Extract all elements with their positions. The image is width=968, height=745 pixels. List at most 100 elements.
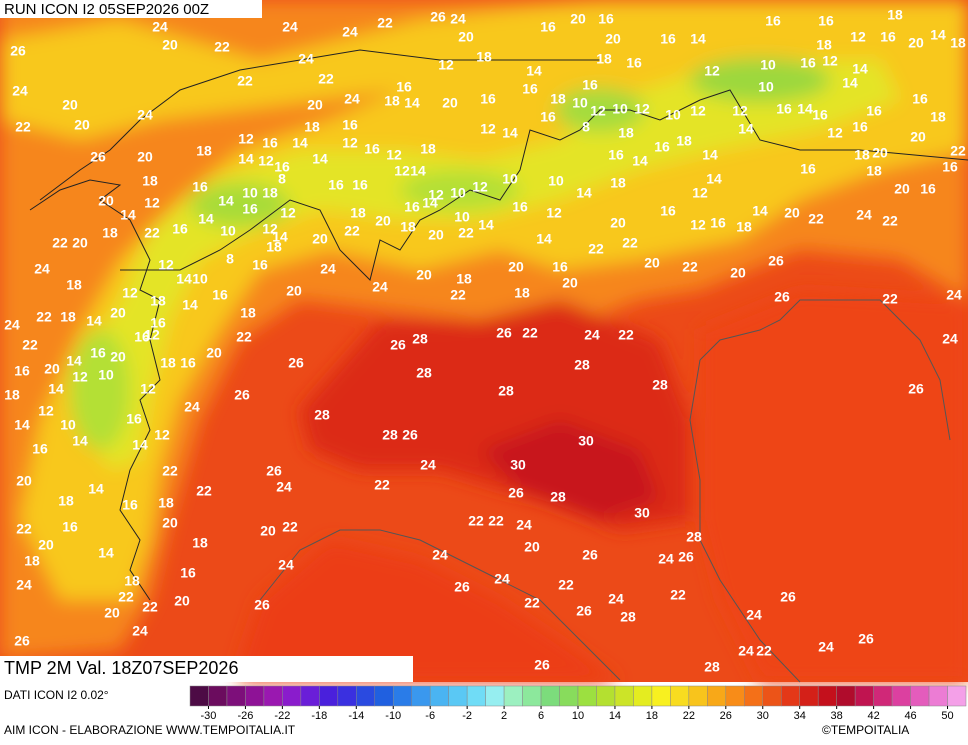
temperature-label: 16 xyxy=(404,199,420,215)
temperature-label: 8 xyxy=(278,171,286,187)
temperature-label: 16 xyxy=(540,19,556,35)
temperature-label: 12 xyxy=(140,381,156,397)
temperature-label: 18 xyxy=(816,37,832,53)
temperature-label: 16 xyxy=(480,91,496,107)
temperature-label: 16 xyxy=(866,103,882,119)
temperature-label: 20 xyxy=(644,255,660,271)
temperature-label: 26 xyxy=(90,149,106,165)
colorbar-tick-label: -30 xyxy=(201,710,217,722)
temperature-label: 26 xyxy=(430,9,446,25)
temperature-label: 14 xyxy=(14,417,30,433)
temperature-label: 24 xyxy=(137,107,153,123)
color-swatch xyxy=(707,685,727,707)
temperature-label: 14 xyxy=(536,231,552,247)
temperature-label: 18 xyxy=(476,49,492,65)
temperature-label: 16 xyxy=(552,259,568,275)
temperature-label: 22 xyxy=(214,39,230,55)
temperature-label: 22 xyxy=(162,463,178,479)
source-text: DATI ICON I2 0.02° xyxy=(4,688,109,702)
temperature-label: 16 xyxy=(920,181,936,197)
temperature-label: 22 xyxy=(318,71,334,87)
temperature-label: 24 xyxy=(4,317,20,333)
temperature-label: 16 xyxy=(852,119,868,135)
temperature-label: 14 xyxy=(852,61,868,77)
color-swatch xyxy=(374,685,394,707)
temperature-label: 18 xyxy=(24,553,40,569)
temperature-label: 16 xyxy=(212,287,228,303)
temperature-label: 24 xyxy=(16,577,32,593)
color-swatch xyxy=(226,685,246,707)
temperature-label: 16 xyxy=(818,13,834,29)
temperature-label: 14 xyxy=(576,185,592,201)
temperature-label: 10 xyxy=(454,209,470,225)
temperature-label: 20 xyxy=(98,193,114,209)
temperature-label: 18 xyxy=(596,51,612,67)
color-swatch xyxy=(448,685,468,707)
temperature-label: 12 xyxy=(704,63,720,79)
color-swatch xyxy=(319,685,339,707)
temperature-label: 16 xyxy=(626,55,642,71)
temperature-label: 26 xyxy=(582,547,598,563)
temperature-label: 16 xyxy=(660,31,676,47)
temperature-label: 24 xyxy=(278,557,294,573)
colorbar-tick-label: 2 xyxy=(501,710,507,722)
temperature-label: 18 xyxy=(196,143,212,159)
color-swatch xyxy=(910,685,930,707)
temperature-label: 24 xyxy=(494,571,510,587)
temperature-label: 12 xyxy=(154,427,170,443)
temperature-label: 24 xyxy=(152,19,168,35)
temperature-label: 16 xyxy=(812,107,828,123)
temperature-label: 16 xyxy=(710,215,726,231)
temperature-label: 14 xyxy=(410,163,426,179)
temperature-label: 14 xyxy=(48,381,64,397)
colorbar-tick-label: 14 xyxy=(609,710,621,722)
temperature-label: 20 xyxy=(730,265,746,281)
temperature-label: 8 xyxy=(226,251,234,267)
temperature-label: 20 xyxy=(260,523,276,539)
temperature-label: 26 xyxy=(678,549,694,565)
colorbar: -30 -26 -22 -18 -14 -10 -6 -2 2 6 10 14 18 22 26 30 34 38… xyxy=(189,685,967,722)
temperature-label: 24 xyxy=(12,83,28,99)
copyright-text: ©TEMPOITALIA xyxy=(822,723,909,737)
color-swatch xyxy=(762,685,782,707)
temperature-label: 18 xyxy=(618,125,634,141)
temperature-label: 18 xyxy=(854,147,870,163)
temperature-label: 20 xyxy=(162,37,178,53)
temperature-label: 18 xyxy=(304,119,320,135)
temperature-label: 24 xyxy=(818,639,834,655)
temperature-label: 26 xyxy=(234,387,250,403)
temperature-label: 20 xyxy=(62,97,78,113)
temperature-label: 18 xyxy=(420,141,436,157)
temperature-label: 16 xyxy=(62,519,78,535)
colorbar-tick-label: 26 xyxy=(720,710,732,722)
temperature-label: 24 xyxy=(608,591,624,607)
temperature-label: 22 xyxy=(52,235,68,251)
temperature-label: 12 xyxy=(262,221,278,237)
credit-text: AIM ICON - ELABORAZIONE WWW.TEMPOITALIA.… xyxy=(4,723,296,737)
temperature-label: 24 xyxy=(738,643,754,659)
temperature-label: 20 xyxy=(524,539,540,555)
temperature-label: 22 xyxy=(682,259,698,275)
color-swatch xyxy=(744,685,764,707)
color-swatch xyxy=(799,685,819,707)
color-swatch xyxy=(891,685,911,707)
temperature-label: 26 xyxy=(496,325,512,341)
color-swatch xyxy=(651,685,671,707)
temperature-label: 20 xyxy=(307,97,323,113)
colorbar-tick-label: -14 xyxy=(348,710,364,722)
temperature-label: 14 xyxy=(702,147,718,163)
color-swatch xyxy=(208,685,228,707)
temperature-label: 12 xyxy=(386,147,402,163)
temperature-label: 16 xyxy=(364,141,380,157)
color-swatch xyxy=(392,685,412,707)
temperature-label: 26 xyxy=(908,381,924,397)
temperature-label: 12 xyxy=(144,327,160,343)
temperature-label: 24 xyxy=(372,279,388,295)
temperature-label: 16 xyxy=(776,101,792,117)
temperature-label: 18 xyxy=(514,285,530,301)
color-swatch xyxy=(503,685,523,707)
temperature-label: 20 xyxy=(416,267,432,283)
colorbar-tick-label: 10 xyxy=(572,710,584,722)
temperature-label: 28 xyxy=(704,659,720,675)
temperature-label: 16 xyxy=(122,497,138,513)
